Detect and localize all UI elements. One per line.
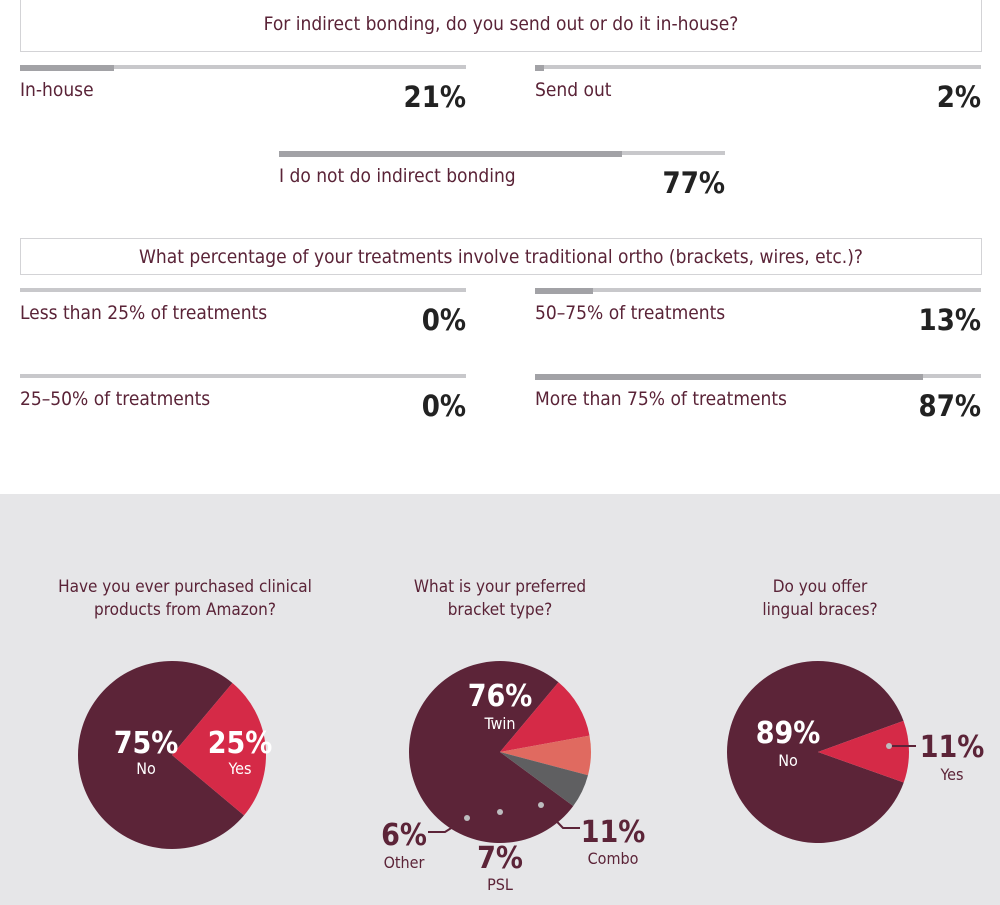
q2-item-50-75-label: 50–75% of treatments [535, 302, 726, 324]
q1-item-no-indirect-label: I do not do indirect bonding [279, 165, 516, 187]
pie-3-no-label: No [778, 751, 798, 770]
pie-2-slice-other [500, 752, 588, 806]
pie-2-other-leader-dot [464, 815, 470, 821]
pie-2-title: What is your preferred bracket type? [355, 576, 645, 622]
pie-1-no-label: No [136, 759, 156, 778]
pie-3-yes-leader-dot [886, 743, 892, 749]
pie-3-slice-yes [818, 720, 910, 783]
pie-2-other-leader [428, 817, 468, 833]
q2-item-less-25: Less than 25% of treatments 0% [20, 288, 466, 348]
q2-item-more-75-percent: 87% [918, 389, 981, 423]
question-2-text: What percentage of your treatments invol… [139, 245, 863, 268]
q2-item-more-75-bar-fill [535, 374, 924, 380]
q1-item-in-house-bar-track [20, 65, 466, 69]
pie-3-yes-label: Yes [939, 765, 963, 784]
pie-1-slice-yes [172, 682, 267, 816]
pie-2-psl-leader-dot [497, 809, 503, 815]
q2-item-50-75-percent: 13% [918, 303, 981, 337]
pie-1-slice-no [78, 660, 245, 849]
pie-3-slice-no [727, 661, 904, 844]
q1-item-in-house-label: In-house [20, 79, 94, 101]
pie-1-yes-percent: 25% [208, 726, 273, 761]
pie-2-combo-leader [540, 804, 580, 829]
pie-1-title-line-2: products from Amazon? [94, 600, 276, 620]
pie-charts-svg: 75% No 25% Yes 76% Twin 11% Combo 7% PSL… [78, 660, 985, 894]
pie-2-twin-percent: 76% [468, 679, 533, 714]
q1-item-send-out-label: Send out [535, 79, 612, 101]
pie-2: 76% Twin 11% Combo 7% PSL 6% Other [381, 661, 645, 894]
question-2-header: What percentage of your treatments invol… [20, 238, 982, 275]
pie-2-slice-combo [500, 682, 590, 752]
pie-2-combo-label: Combo [588, 849, 639, 868]
q2-item-less-25-bar-track [20, 288, 466, 292]
q2-item-25-50-label: 25–50% of treatments [20, 388, 211, 410]
q1-item-no-indirect-bar-fill [279, 151, 623, 157]
pie-3-title: Do you offer lingual braces? [675, 576, 965, 622]
q2-item-more-75-label: More than 75% of treatments [535, 388, 787, 410]
q2-item-less-25-percent: 0% [421, 303, 466, 337]
q1-item-send-out-percent: 2% [936, 80, 981, 114]
pie-2-psl-percent: 7% [477, 841, 523, 876]
q1-item-no-indirect: I do not do indirect bonding 77% [279, 151, 725, 211]
q2-item-more-75: More than 75% of treatments 87% [535, 374, 981, 434]
pie-1-no-percent: 75% [114, 726, 179, 761]
q2-item-50-75-bar-track [535, 288, 981, 292]
pie-1: 75% No 25% Yes [78, 660, 273, 849]
q1-item-in-house-percent: 21% [403, 80, 466, 114]
q2-item-25-50-percent: 0% [421, 389, 466, 423]
question-1-header: For indirect bonding, do you send out or… [20, 0, 982, 52]
q1-item-no-indirect-percent: 77% [662, 166, 725, 200]
pie-2-slice-psl [500, 735, 592, 776]
pie-2-title-line-1: What is your preferred [413, 577, 587, 597]
q2-item-25-50-bar-track [20, 374, 466, 378]
q1-item-send-out-bar-track [535, 65, 981, 69]
q2-item-25-50: 25–50% of treatments 0% [20, 374, 466, 434]
pie-3-title-line-2: lingual braces? [762, 600, 878, 620]
pie-3-title-line-1: Do you offer [772, 577, 868, 597]
pie-2-psl-label: PSL [487, 875, 513, 894]
q2-item-50-75-bar-fill [535, 288, 593, 294]
pie-1-title: Have you ever purchased clinical product… [40, 576, 330, 622]
pie-2-title-line-2: bracket type? [447, 600, 553, 620]
pie-2-other-percent: 6% [381, 818, 427, 853]
pie-1-title-line-1: Have you ever purchased clinical [58, 577, 312, 597]
pie-3: 89% No 11% Yes [727, 661, 985, 844]
question-1-text: For indirect bonding, do you send out or… [263, 12, 739, 35]
pie-2-twin-label: Twin [483, 714, 515, 733]
q1-item-send-out: Send out 2% [535, 65, 981, 125]
q1-item-send-out-bar-fill [535, 65, 544, 71]
pie-2-slice-twin [409, 661, 574, 844]
pie-3-no-percent: 89% [756, 716, 821, 751]
pie-1-yes-label: Yes [227, 759, 251, 778]
pie-2-combo-percent: 11% [581, 815, 646, 850]
q2-item-less-25-label: Less than 25% of treatments [20, 302, 268, 324]
q2-item-50-75: 50–75% of treatments 13% [535, 288, 981, 348]
pie-3-yes-percent: 11% [920, 730, 985, 765]
pie-2-other-label: Other [384, 853, 425, 872]
pie-2-combo-leader-dot [538, 802, 544, 808]
q1-item-in-house-bar-fill [20, 65, 114, 71]
q1-item-in-house: In-house 21% [20, 65, 466, 125]
